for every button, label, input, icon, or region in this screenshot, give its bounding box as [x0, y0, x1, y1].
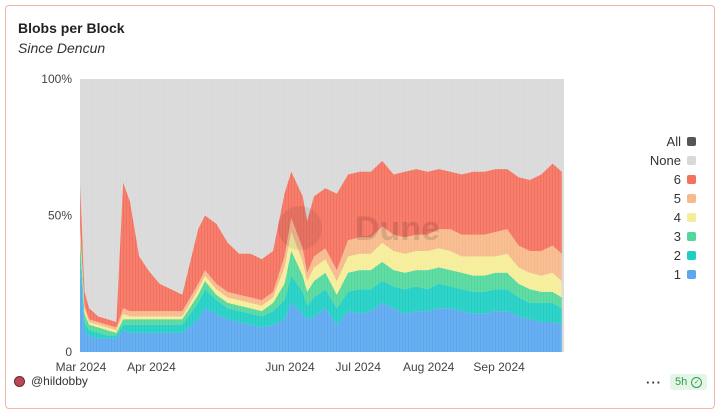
legend-label: 6 [673, 172, 681, 187]
author-link[interactable]: @hildobby [14, 374, 88, 388]
legend-swatch [687, 137, 696, 146]
series-3 [80, 237, 562, 336]
series-6 [80, 160, 562, 328]
legend-label: 5 [673, 191, 681, 206]
legend-label: All [666, 134, 681, 149]
chart-subtitle: Since Dencun [18, 40, 106, 56]
legend-swatch [687, 213, 696, 222]
legend-swatch [687, 232, 696, 241]
series-2 [80, 248, 562, 339]
refresh-badge-label: 5h [675, 376, 688, 388]
y-tick-label: 100% [41, 72, 72, 86]
legend-item-3[interactable]: 3 [636, 227, 696, 246]
x-tick-label: Aug 2024 [403, 360, 455, 374]
refresh-badge[interactable]: 5h ✓ [670, 374, 708, 390]
legend-label: 2 [673, 248, 681, 263]
chart-legend: All None 6 5 4 3 2 1 [636, 132, 696, 284]
legend-label: 4 [673, 210, 681, 225]
y-tick-label: 50% [48, 209, 72, 223]
chart-title: Blobs per Block [18, 20, 125, 36]
legend-item-6[interactable]: 6 [636, 170, 696, 189]
series-5 [80, 218, 562, 331]
series-4 [80, 229, 562, 333]
x-tick-label: Sep 2024 [473, 360, 525, 374]
footer-controls: ··· 5h ✓ [646, 374, 708, 390]
legend-swatch [687, 270, 696, 279]
author-name: @hildobby [31, 374, 88, 388]
x-tick-label: Mar 2024 [56, 360, 107, 374]
bar-texture [79, 79, 564, 352]
legend-swatch [687, 194, 696, 203]
x-tick-label: Apr 2024 [127, 360, 176, 374]
legend-label: 3 [673, 229, 681, 244]
legend-swatch [687, 156, 696, 165]
legend-item-4[interactable]: 4 [636, 208, 696, 227]
watermark-text: Dune [355, 210, 440, 248]
avatar [14, 375, 25, 387]
check-icon: ✓ [691, 376, 703, 388]
y-tick-label: 0 [65, 345, 72, 359]
legend-label: None [649, 153, 681, 168]
legend-label: 1 [673, 267, 681, 282]
legend-item-none[interactable]: None [636, 151, 696, 170]
legend-item-5[interactable]: 5 [636, 189, 696, 208]
legend-item-all[interactable]: All [636, 132, 696, 151]
x-tick-label: Jun 2024 [265, 360, 315, 374]
watermark-logo [278, 206, 322, 250]
legend-swatch [687, 175, 696, 184]
series-1 [80, 264, 562, 352]
legend-item-1[interactable]: 1 [636, 265, 696, 284]
x-tick-label: Jul 2024 [336, 360, 382, 374]
more-options-button[interactable]: ··· [646, 374, 662, 390]
legend-swatch [687, 251, 696, 260]
legend-item-2[interactable]: 2 [636, 246, 696, 265]
